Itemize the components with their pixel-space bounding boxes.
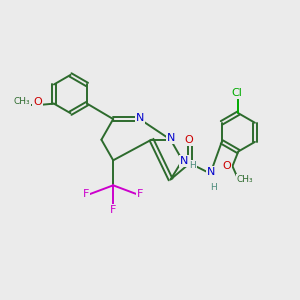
Text: CH₃: CH₃ xyxy=(236,175,253,184)
Text: O: O xyxy=(33,97,42,106)
Text: F: F xyxy=(137,189,143,199)
Text: F: F xyxy=(110,206,116,215)
Text: F: F xyxy=(83,189,89,199)
Text: N: N xyxy=(136,113,144,124)
Text: N: N xyxy=(167,133,176,143)
Text: CH₃: CH₃ xyxy=(13,97,30,106)
Text: N: N xyxy=(180,156,188,166)
Text: N: N xyxy=(207,167,215,177)
Text: O: O xyxy=(223,161,232,171)
Text: Cl: Cl xyxy=(231,88,242,98)
Text: O: O xyxy=(184,135,193,145)
Text: H: H xyxy=(210,183,217,192)
Text: H: H xyxy=(189,161,196,170)
